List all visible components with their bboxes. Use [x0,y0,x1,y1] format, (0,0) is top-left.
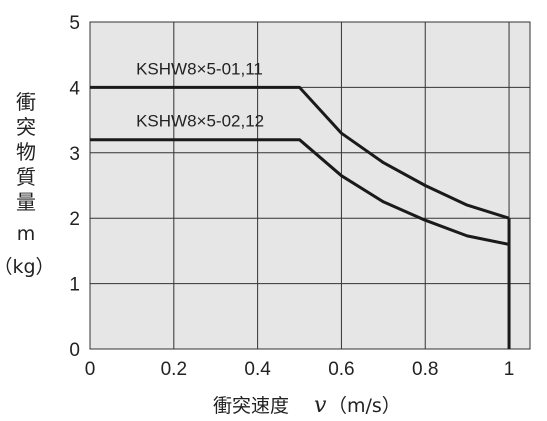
x-tick-label: 0.8 [412,359,438,380]
y-axis-label-char: 突 [16,115,36,139]
series-lines [90,85,511,349]
x-axis-label: 衝突速度 v （m/s） [213,393,401,418]
y-tick-label: 3 [69,144,80,165]
y-axis-label-char: 量 [16,190,36,214]
plot-area [89,21,531,350]
x-axis-variable: v [314,393,327,418]
x-tick-labels: 0 0.2 0.4 0.6 0.8 1 [85,359,515,380]
x-axis-unit: （m/s） [328,395,401,417]
series-labels: KSHW8×5-01,11 KSHW8×5-02,12 [136,59,264,130]
series-label: KSHW8×5-01,11 [136,59,263,78]
x-tick-label: 1 [504,359,515,380]
x-axis-label-text: 衝突速度 [213,395,289,417]
x-tick-label: 0.6 [328,359,354,380]
series-line [90,85,510,220]
y-tick-labels: 0 1 2 3 4 5 [69,13,80,361]
y-axis-unit: （kg） [0,256,55,278]
y-tick-label: 5 [69,13,80,34]
series-line [90,138,510,246]
x-tick-label: 0 [85,359,96,380]
x-tick-label: 0.4 [244,359,271,380]
y-tick-label: 2 [69,209,80,230]
y-tick-label: 1 [69,275,80,296]
y-axis-label: 衝 突 物 質 量 m （kg） [0,90,55,278]
y-axis-label-char: 衝 [16,90,36,114]
series-label: KSHW8×5-02,12 [136,112,264,131]
y-axis-variable: m [17,223,36,245]
y-tick-label: 4 [69,78,80,99]
y-tick-label: 0 [69,340,80,361]
x-tick-label: 0.2 [161,359,187,380]
y-axis-label-char: 質 [16,165,36,189]
y-axis-label-char: 物 [16,140,36,164]
